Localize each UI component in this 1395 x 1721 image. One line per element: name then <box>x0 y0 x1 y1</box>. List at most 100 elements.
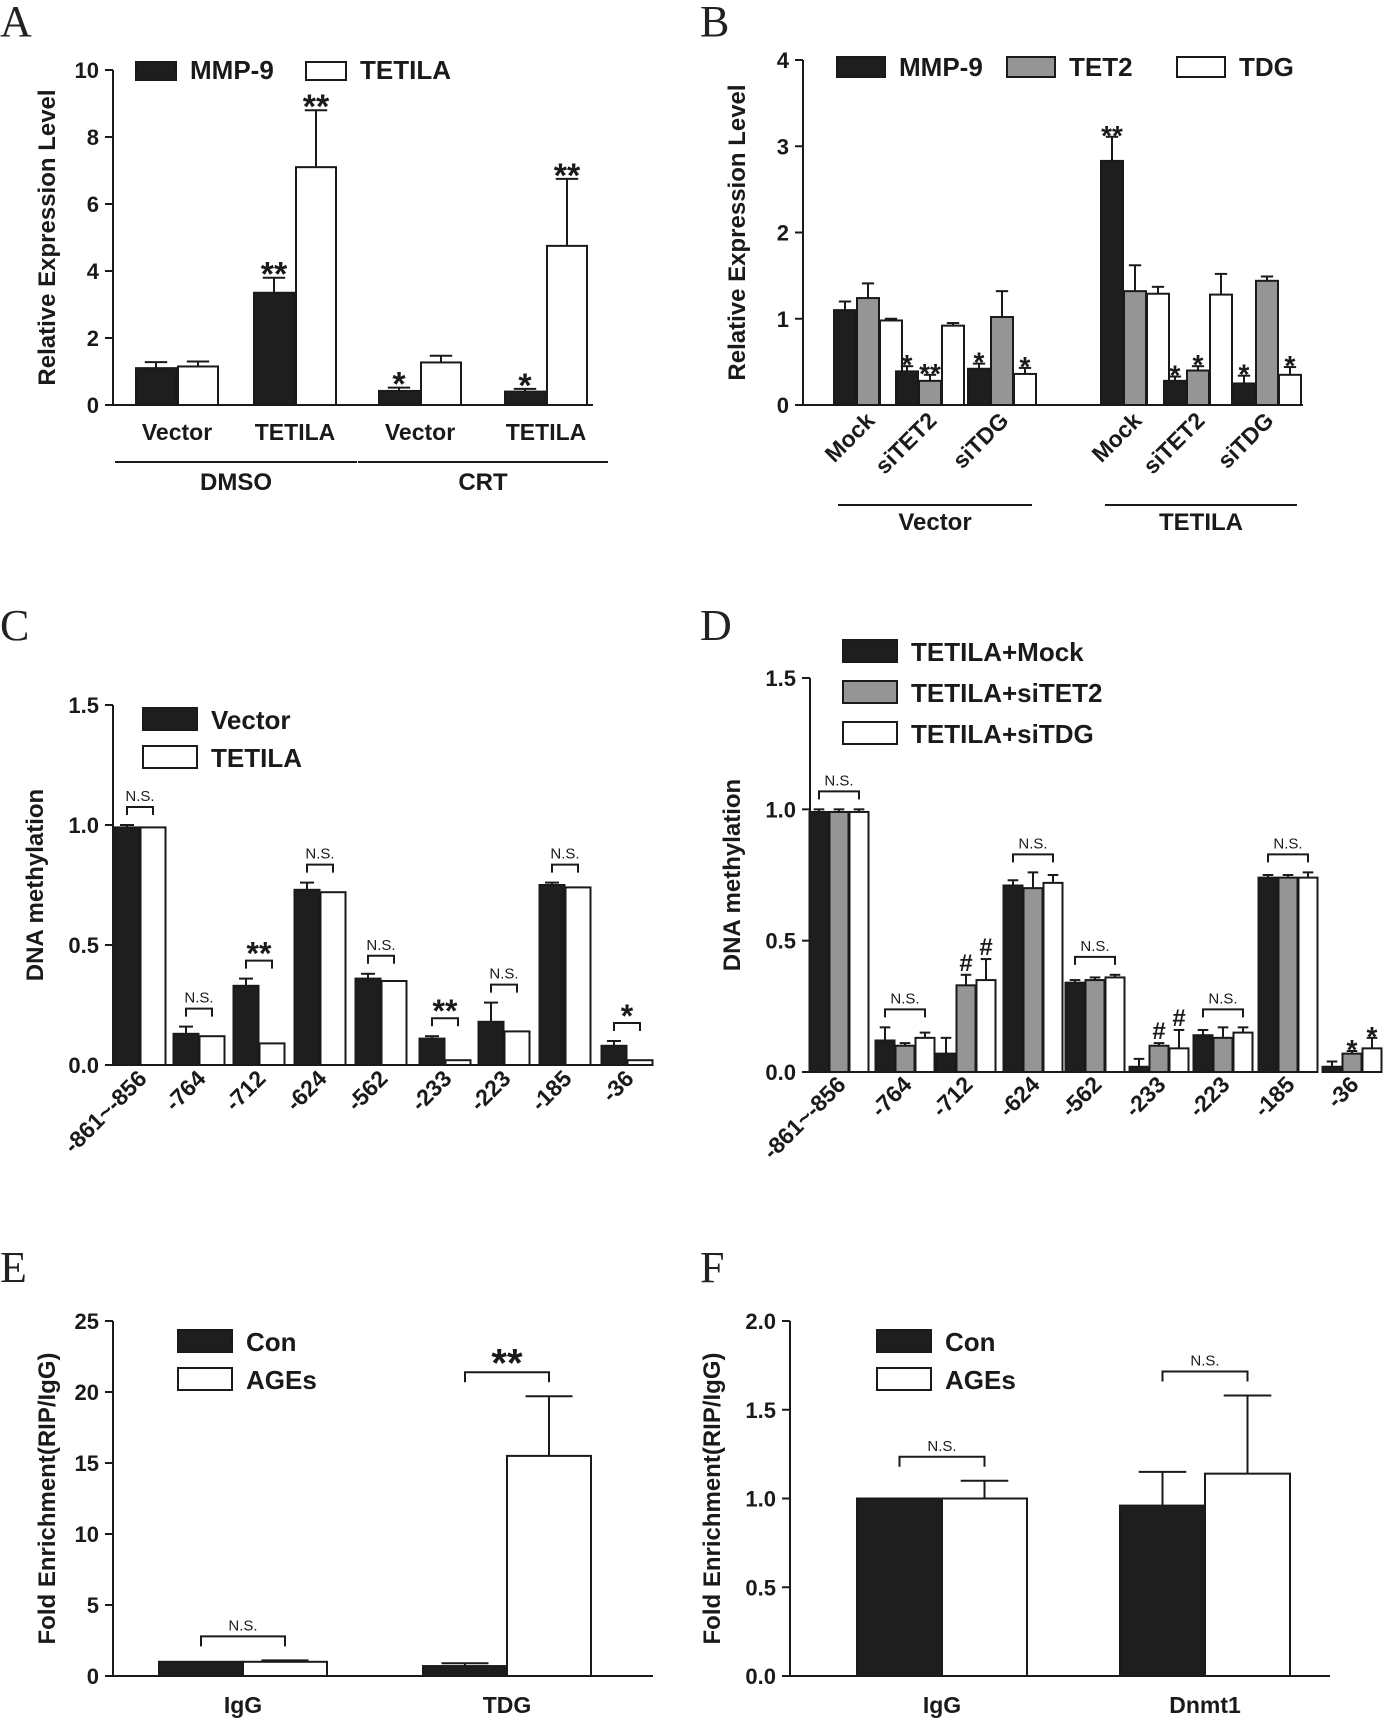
y-tick-label: 0.0 <box>68 1053 99 1078</box>
bar <box>418 1037 446 1066</box>
bar <box>935 1052 957 1073</box>
legend-swatch <box>876 1329 932 1353</box>
significance-bracket <box>306 863 334 873</box>
ns-label: N.S. <box>1208 990 1237 1007</box>
legend-label: TET2 <box>1069 52 1133 82</box>
y-tick-label: 0.5 <box>68 933 99 958</box>
significance-bracket <box>431 1017 459 1027</box>
category-label: -185 <box>1249 1071 1300 1122</box>
y-tick-label: 1.5 <box>745 1398 776 1423</box>
significance-bracket <box>818 790 860 800</box>
panel-letter: C <box>0 601 29 650</box>
significance-bracket <box>1202 1008 1244 1018</box>
y-tick-label: 0.5 <box>745 1575 776 1600</box>
bar <box>1064 981 1086 1074</box>
category-label: -562 <box>1056 1071 1107 1122</box>
significance-label: * <box>902 349 913 380</box>
category-label: -36 <box>1322 1071 1364 1113</box>
group-label: DMSO <box>200 469 272 496</box>
significance-bracket <box>490 983 518 993</box>
legend-label: AGEs <box>246 1365 317 1395</box>
category-label: TDG <box>483 1692 532 1718</box>
bar <box>295 166 337 406</box>
y-tick-label: 1.5 <box>68 693 99 718</box>
y-tick-label: 4 <box>87 259 100 284</box>
significance-bracket <box>464 1371 550 1383</box>
legend-swatch <box>836 56 886 78</box>
y-tick-label: 1.0 <box>745 1487 776 1512</box>
legend-label: AGEs <box>945 1365 1016 1395</box>
legend-label: TETILA+siTDG <box>911 719 1094 749</box>
bar <box>538 884 566 1066</box>
bar <box>1100 159 1124 406</box>
legend-swatch <box>1006 56 1056 78</box>
bar <box>600 1044 628 1067</box>
panel-C: C 0.0 0.5 1.0 1.5 DNA methylation -861~-856 -76… <box>0 601 654 1158</box>
bar <box>975 979 997 1073</box>
y-tick-label: 5 <box>87 1593 99 1618</box>
significance-label: * <box>1170 360 1181 391</box>
significance-label: ** <box>491 1341 523 1385</box>
bar <box>158 1660 244 1678</box>
bar <box>1042 881 1064 1073</box>
y-tick-label: 2 <box>777 221 789 246</box>
legend-label: MMP-9 <box>190 55 274 85</box>
ns-label: N.S. <box>1018 835 1047 852</box>
legend-swatch <box>142 745 198 769</box>
ns-label: N.S. <box>550 846 579 863</box>
bar <box>894 1044 916 1073</box>
legend-label: Con <box>246 1327 297 1357</box>
y-tick-label: 2.0 <box>745 1309 776 1334</box>
significance-label: # <box>959 950 972 977</box>
bar <box>874 1039 896 1073</box>
category-label: IgG <box>923 1692 961 1718</box>
category-label: -185 <box>526 1065 577 1116</box>
y-tick-label: 1.0 <box>765 797 796 822</box>
legend-label: TETILA+Mock <box>911 637 1084 667</box>
bar <box>242 1660 328 1678</box>
ns-label: N.S. <box>184 990 213 1007</box>
category-label: siTET2 <box>870 407 942 479</box>
significance-bracket <box>200 1635 286 1647</box>
category-label: Mock <box>820 407 880 467</box>
significance-bracket <box>884 1008 926 1018</box>
bar <box>990 316 1014 406</box>
category-label: -764 <box>866 1071 917 1122</box>
panel-A: A 0 2 4 6 8 10 Relative Expression Level Vector *… <box>0 0 608 496</box>
bar <box>1084 979 1106 1073</box>
bar <box>914 1036 936 1074</box>
significance-bracket <box>126 806 154 815</box>
y-tick-label: 0.0 <box>765 1060 796 1085</box>
bar <box>1128 1065 1150 1074</box>
significance-bracket <box>1074 955 1116 965</box>
bar <box>1212 1036 1234 1074</box>
y-tick-label: 1.0 <box>68 813 99 838</box>
bar <box>198 1035 226 1066</box>
y-tick-label: 0.0 <box>745 1664 776 1689</box>
bar <box>1297 876 1319 1073</box>
legend-swatch <box>142 707 198 731</box>
bar <box>172 1032 200 1067</box>
panel-letter: B <box>700 0 729 46</box>
y-tick-label: 8 <box>87 125 99 150</box>
bar <box>856 1497 943 1677</box>
y-tick-label: 20 <box>75 1380 99 1405</box>
legend-swatch <box>842 721 898 745</box>
legend-label: TETILA+siTET2 <box>911 678 1102 708</box>
significance-label: * <box>1367 1021 1378 1052</box>
significance-bracket <box>185 1007 213 1017</box>
category-label: -861~-856 <box>59 1065 152 1158</box>
category-label: Vector <box>385 419 455 445</box>
legend-swatch <box>135 61 177 81</box>
y-tick-label: 15 <box>75 1451 99 1476</box>
panel-D: D 0.0 0.5 1.0 1.5 DNA methylation -861~-856 -76… <box>700 601 1383 1164</box>
category-label: -223 <box>465 1065 516 1116</box>
category-label: Dnmt1 <box>1169 1692 1241 1718</box>
bar <box>1255 279 1279 406</box>
bar <box>232 984 260 1066</box>
y-axis-label: Fold Enrichment(RIP/IgG) <box>699 1353 726 1645</box>
ns-label: N.S. <box>489 966 518 983</box>
y-axis-label: DNA methylation <box>719 779 746 971</box>
y-axis-label: Relative Expression Level <box>34 89 61 385</box>
y-tick-label: 0 <box>777 393 789 418</box>
